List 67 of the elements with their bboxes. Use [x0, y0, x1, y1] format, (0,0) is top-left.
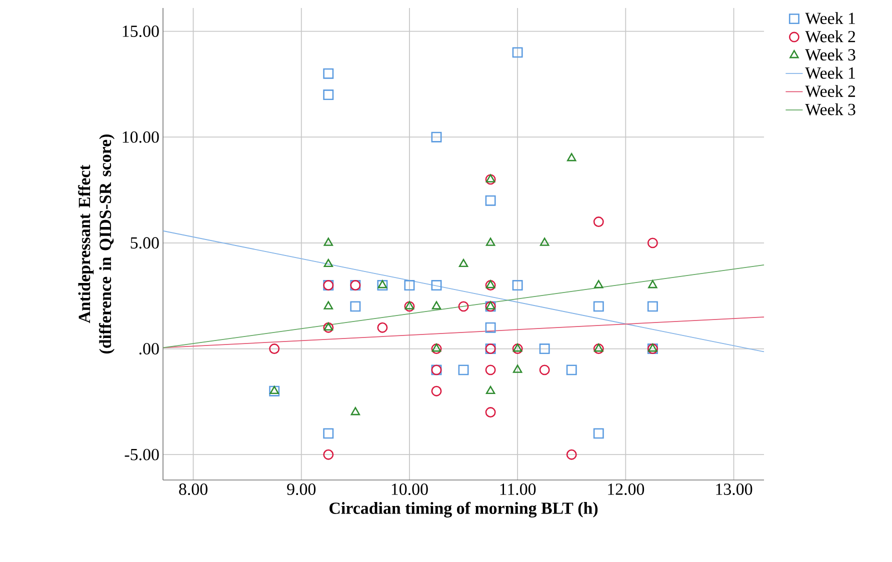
point	[512, 364, 522, 373]
point	[431, 132, 442, 142]
point	[486, 174, 496, 182]
point	[539, 364, 550, 376]
point	[404, 280, 415, 291]
point	[323, 449, 334, 460]
y-axis-title: Antidepressant Effect (difference in QIDS-SR score)	[78, 134, 115, 354]
point	[485, 195, 496, 206]
x-tick-label: 11.00	[500, 484, 536, 496]
point	[323, 90, 334, 100]
point	[593, 301, 604, 312]
point	[566, 153, 576, 162]
point	[512, 47, 523, 58]
point	[324, 238, 334, 246]
y-tick-label: .00	[139, 343, 159, 355]
x-tick-label: 13.00	[716, 484, 752, 496]
point	[377, 322, 388, 333]
legend-label: Week 3	[805, 48, 856, 61]
point	[458, 258, 468, 268]
point	[377, 280, 388, 291]
point	[539, 344, 550, 354]
point	[350, 301, 361, 312]
point	[647, 238, 658, 248]
point	[593, 428, 604, 439]
legend-label: Week 1	[805, 66, 855, 79]
point	[350, 407, 360, 416]
x-tick-label: 12.00	[608, 484, 644, 496]
point	[486, 301, 496, 310]
point	[404, 301, 415, 312]
point	[458, 301, 469, 312]
point	[269, 344, 280, 354]
point	[324, 301, 334, 310]
point	[485, 364, 496, 376]
y-tick-label: -5.00	[124, 448, 159, 460]
legend-label: Week 2	[805, 85, 856, 98]
point	[593, 216, 604, 228]
point	[458, 364, 469, 376]
point	[431, 386, 442, 396]
x-tick-label: 10.00	[392, 484, 428, 496]
point	[485, 280, 496, 291]
point	[486, 238, 496, 246]
x-axis-title: Circadian timing of morning BLT (h)	[330, 502, 598, 518]
legend-label: Week 3	[805, 103, 856, 116]
point	[324, 258, 334, 268]
point	[323, 428, 334, 439]
point	[512, 280, 523, 291]
point	[486, 386, 496, 394]
point	[485, 322, 496, 333]
y-tick-label: 10.00	[122, 131, 159, 143]
point	[647, 301, 658, 312]
point	[431, 280, 442, 291]
point	[404, 301, 414, 310]
point	[432, 301, 442, 310]
point	[566, 364, 577, 376]
point	[485, 407, 496, 418]
point	[540, 238, 550, 246]
point	[566, 449, 577, 460]
x-tick-label: 9.00	[287, 484, 316, 496]
point	[323, 68, 334, 79]
point	[594, 280, 604, 288]
y-tick-label: 5.00	[130, 237, 159, 249]
x-tick-label: 8.00	[179, 484, 208, 496]
point	[648, 280, 658, 288]
legend-label: Week 1	[805, 12, 855, 24]
point	[485, 174, 496, 185]
legend-label: Week 2	[805, 30, 856, 42]
y-tick-label: 15.00	[122, 26, 159, 38]
